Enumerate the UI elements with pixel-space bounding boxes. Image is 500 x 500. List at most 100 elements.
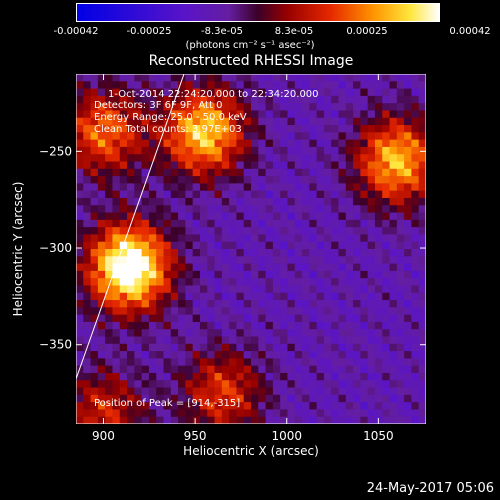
heatmap-cell (374, 365, 383, 374)
heatmap-cell (418, 176, 426, 184)
heatmap-cell (178, 212, 186, 221)
heatmap-cell (411, 212, 420, 221)
colorbar-tick: -0.00025 (126, 26, 172, 37)
heatmap-cell (134, 300, 143, 308)
heatmap-cell (105, 380, 114, 389)
heatmap-cell (418, 212, 426, 221)
heatmap-cell (389, 161, 398, 170)
heatmap-cell (374, 380, 383, 389)
heatmap-cell (105, 365, 114, 374)
heatmap-cell (294, 125, 303, 133)
heatmap-cell (185, 292, 194, 301)
heatmap-cell (251, 270, 259, 279)
heatmap-cell (287, 161, 296, 170)
heatmap-cell (302, 183, 310, 192)
heatmap-cell (105, 249, 114, 257)
heatmap-cell (229, 402, 238, 411)
heatmap-cell (141, 168, 150, 177)
heatmap-cell (338, 285, 347, 294)
heatmap-cell (353, 74, 361, 82)
heatmap-cell (360, 74, 369, 82)
heatmap-cell (382, 234, 391, 243)
heatmap-cell (112, 402, 121, 411)
heatmap-cell (382, 416, 391, 424)
heatmap-cell (272, 219, 281, 228)
heatmap-cell (199, 372, 208, 381)
heatmap-cell (353, 387, 361, 396)
heatmap-cell (272, 234, 281, 243)
heatmap-cell (170, 249, 179, 257)
heatmap-cell (396, 110, 405, 119)
heatmap-cell (178, 154, 186, 163)
heatmap-cell (345, 146, 354, 155)
heatmap-cell (302, 241, 310, 250)
heatmap-cell (316, 336, 325, 345)
heatmap-cell (178, 139, 186, 148)
heatmap-cell (272, 351, 281, 359)
heatmap-cell (236, 74, 245, 82)
heatmap-cell (141, 103, 150, 112)
heatmap-cell (396, 416, 405, 424)
heatmap-cell (287, 380, 296, 389)
heatmap-cell (141, 270, 150, 279)
heatmap-cell (97, 95, 106, 104)
heatmap-cell (258, 205, 267, 214)
heatmap-cell (90, 139, 99, 148)
heatmap-cell (411, 256, 420, 265)
heatmap-cell (207, 372, 216, 381)
heatmap-cell (214, 161, 223, 170)
heatmap-cell (265, 154, 274, 163)
heatmap-cell (331, 358, 340, 367)
heatmap-cell (374, 351, 383, 359)
heatmap-cell (265, 88, 274, 97)
heatmap-cell (389, 132, 398, 141)
heatmap-cell (258, 219, 267, 228)
heatmap-cell (302, 103, 310, 112)
heatmap-cell (134, 146, 143, 155)
heatmap-cell (418, 365, 426, 374)
heatmap-cell (207, 387, 216, 396)
heatmap-cell (112, 270, 121, 279)
heatmap-cell (323, 416, 332, 424)
heatmap-cell (214, 372, 223, 381)
heatmap-cell (280, 117, 289, 126)
heatmap-cell (83, 190, 92, 199)
heatmap-cell (287, 402, 296, 411)
heatmap-cell (396, 139, 405, 148)
heatmap-cell (148, 278, 157, 287)
heatmap-cell (331, 336, 340, 345)
heatmap-cell (141, 263, 150, 272)
heatmap-cell (338, 219, 347, 228)
heatmap-cell (199, 409, 208, 418)
heatmap-cell (404, 110, 413, 119)
heatmap-cell (265, 321, 274, 330)
heatmap-cell (221, 168, 230, 177)
heatmap-cell (170, 380, 179, 389)
heatmap-cell (396, 278, 405, 287)
heatmap-cell (396, 227, 405, 236)
heatmap-cell (236, 256, 245, 265)
heatmap-cell (418, 329, 426, 338)
heatmap-cell (280, 278, 289, 287)
heatmap-cell (323, 300, 332, 308)
heatmap-cell (316, 81, 325, 90)
heatmap-cell (331, 300, 340, 308)
heatmap-cell (192, 132, 201, 141)
heatmap-cell (170, 241, 179, 250)
heatmap-cell (382, 292, 391, 301)
heatmap-cell (338, 394, 347, 403)
heatmap-cell (83, 409, 92, 418)
heatmap-cell (83, 110, 92, 119)
heatmap-cell (134, 139, 143, 148)
heatmap-cell (221, 146, 230, 155)
heatmap-cell (309, 351, 318, 359)
heatmap-cell (360, 88, 369, 97)
heatmap-cell (148, 176, 157, 184)
heatmap-cell (163, 183, 172, 192)
heatmap-cell (302, 278, 310, 287)
heatmap-cell (280, 394, 289, 403)
heatmap-cell (90, 402, 99, 411)
heatmap-cell (207, 321, 216, 330)
heatmap-cell (90, 416, 99, 424)
heatmap-cell (105, 329, 114, 338)
